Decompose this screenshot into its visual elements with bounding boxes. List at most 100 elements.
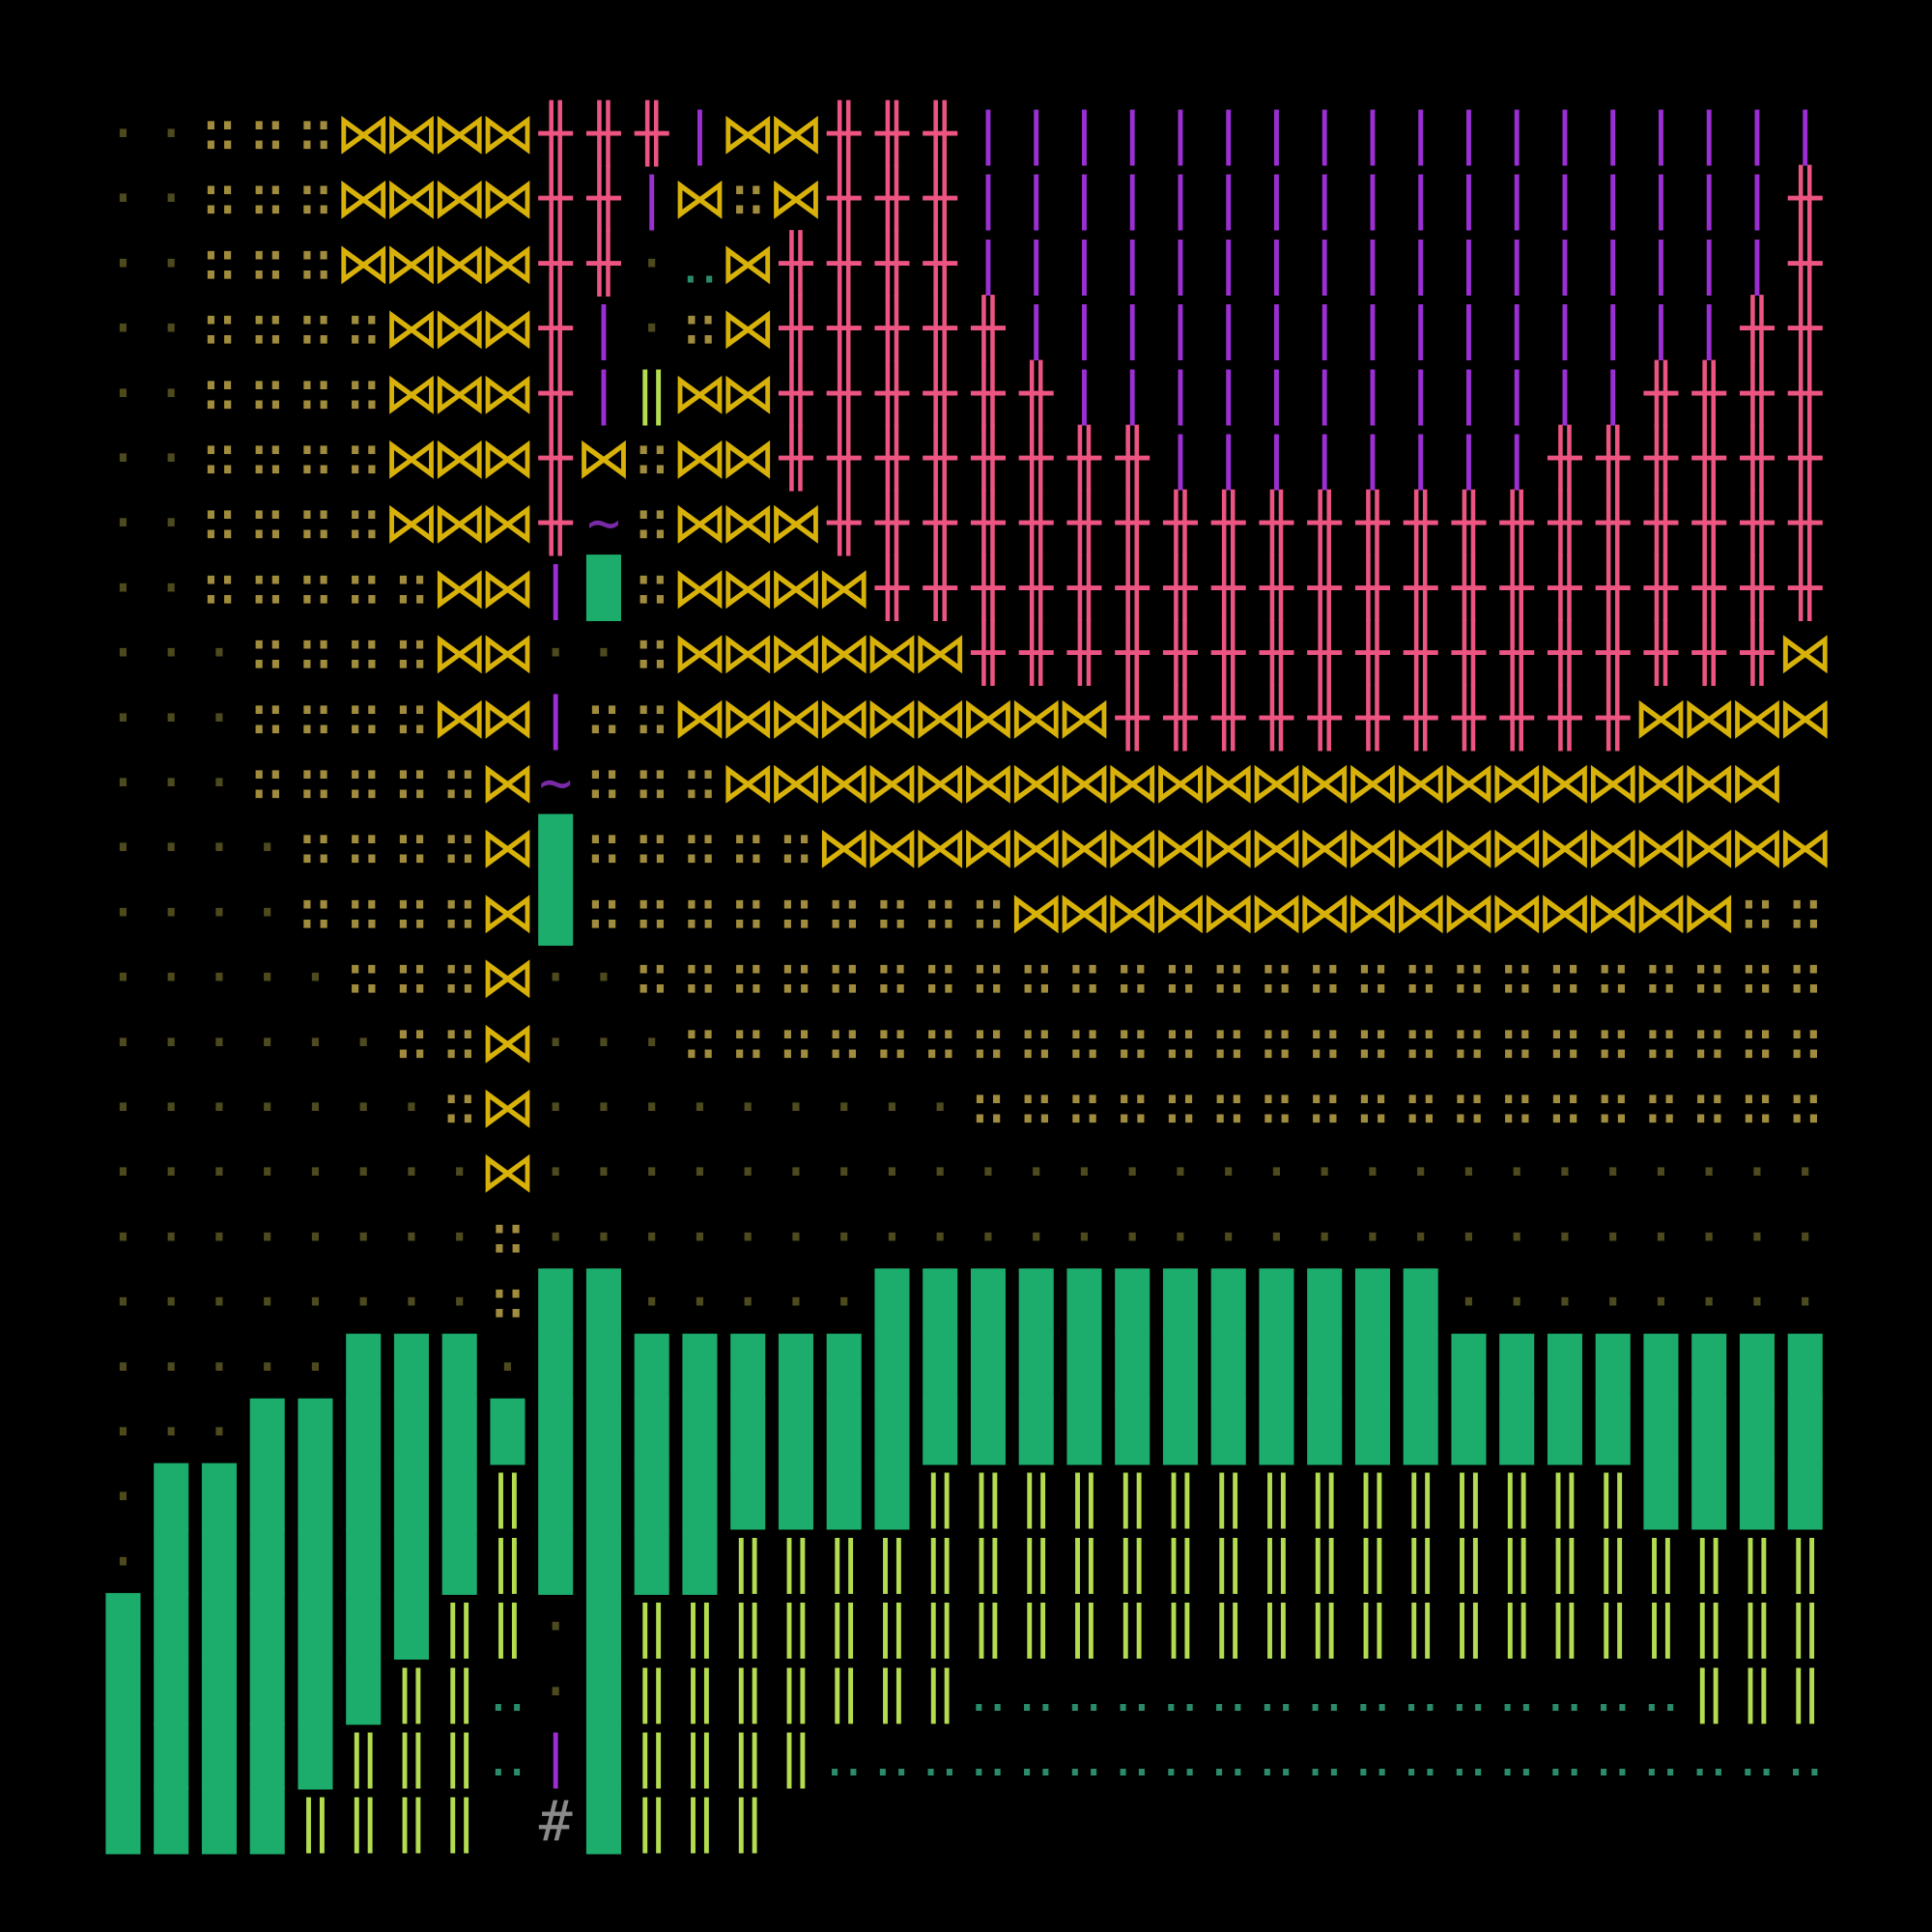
map-cell: ∷ bbox=[875, 1009, 909, 1075]
map-cell: ⋈ bbox=[432, 554, 488, 620]
map-cell: · bbox=[106, 1334, 140, 1400]
map-cell: · bbox=[250, 1074, 284, 1140]
map-cell: █ bbox=[1210, 1398, 1246, 1465]
map-cell: ∷ bbox=[1404, 1009, 1437, 1075]
map-cell: ‖ bbox=[395, 1788, 429, 1854]
map-cell: ⋈ bbox=[865, 814, 921, 880]
map-cell: ⋈ bbox=[1681, 879, 1737, 945]
map-cell: ‖ bbox=[635, 360, 668, 426]
map-cell: · bbox=[780, 1139, 813, 1205]
map-cell: · bbox=[539, 1009, 573, 1075]
map-cell: | bbox=[1164, 425, 1198, 491]
map-cell: · bbox=[1788, 1269, 1822, 1335]
map-cell: ‖ bbox=[780, 1659, 813, 1724]
map-cell: ╫ bbox=[1787, 554, 1823, 621]
map-cell: ~ bbox=[539, 750, 573, 815]
map-cell: ⋈ bbox=[816, 750, 872, 815]
map-cell: ⋈ bbox=[480, 814, 536, 880]
map-cell: ╫ bbox=[1307, 554, 1343, 621]
map-cell: █ bbox=[1787, 1463, 1823, 1530]
map-cell: ╫ bbox=[1066, 489, 1102, 556]
map-cell: ‥ bbox=[1642, 1723, 1680, 1789]
map-cell: ╫ bbox=[1259, 619, 1294, 687]
map-cell: ∷ bbox=[1260, 1009, 1293, 1075]
map-cell: · bbox=[1692, 1204, 1726, 1269]
map-cell: █ bbox=[586, 1268, 622, 1336]
map-cell: █ bbox=[394, 1398, 430, 1465]
map-cell: ∷ bbox=[491, 1204, 525, 1269]
map-cell: ∷ bbox=[923, 879, 957, 945]
map-cell: ╫ bbox=[538, 424, 574, 492]
map-cell: · bbox=[155, 620, 188, 686]
map-cell: ⋈ bbox=[480, 296, 536, 361]
map-cell: █ bbox=[249, 1463, 285, 1530]
map-cell: | bbox=[1404, 360, 1437, 426]
map-cell: █ bbox=[202, 1593, 238, 1661]
map-cell: ‖ bbox=[1500, 1528, 1534, 1594]
map-cell: # bbox=[539, 1788, 573, 1854]
map-cell: · bbox=[155, 1399, 188, 1464]
map-cell: ∷ bbox=[731, 814, 765, 880]
map-cell: ⋈ bbox=[720, 100, 776, 166]
map-cell: ‥ bbox=[970, 1659, 1008, 1724]
map-cell: ∷ bbox=[1500, 1074, 1534, 1140]
map-cell: █ bbox=[202, 1463, 238, 1530]
map-cell: · bbox=[731, 1139, 765, 1205]
map-cell: ‖ bbox=[1692, 1659, 1726, 1724]
map-cell: ∷ bbox=[1788, 1074, 1822, 1140]
map-cell: | bbox=[539, 554, 573, 620]
map-cell: █ bbox=[538, 1333, 574, 1401]
map-cell: █ bbox=[1643, 1398, 1679, 1465]
map-cell: ‖ bbox=[1019, 1528, 1053, 1594]
map-cell: ╫ bbox=[1259, 554, 1294, 621]
map-cell: | bbox=[1500, 296, 1534, 361]
map-cell: ∷ bbox=[731, 165, 765, 231]
map-cell: ∷ bbox=[347, 554, 381, 620]
map-cell: ∷ bbox=[1741, 879, 1775, 945]
map-cell: ╫ bbox=[1018, 424, 1054, 492]
map-cell: █ bbox=[202, 1722, 238, 1790]
map-cell: ╫ bbox=[971, 424, 1007, 492]
map-cell: █ bbox=[346, 1398, 382, 1465]
map-cell: · bbox=[539, 1074, 573, 1140]
map-cell: ‖ bbox=[780, 1528, 813, 1594]
map-cell: █ bbox=[346, 1527, 382, 1595]
map-cell: ‖ bbox=[731, 1723, 765, 1789]
map-cell: · bbox=[106, 945, 140, 1010]
map-row: · · · · · · · · ∷ · · · · · · · · · · · · · · · · · · · · · · · · · · · bbox=[106, 1204, 1822, 1269]
map-cell: █ bbox=[441, 1333, 477, 1401]
map-cell: · bbox=[539, 620, 573, 686]
map-cell: █ bbox=[441, 1527, 477, 1595]
map-cell: █ bbox=[105, 1722, 141, 1790]
map-cell: █ bbox=[682, 1463, 718, 1530]
map-cell: ∷ bbox=[635, 554, 668, 620]
map-cell: ∷ bbox=[1164, 945, 1198, 1010]
map-cell: ‖ bbox=[395, 1659, 429, 1724]
map-cell: · bbox=[106, 1463, 140, 1529]
map-cell: ╫ bbox=[1691, 554, 1727, 621]
map-cell: ∷ bbox=[347, 296, 381, 361]
map-cell: ∷ bbox=[395, 1009, 429, 1075]
map-cell: ╫ bbox=[586, 229, 622, 297]
map-cell: ‖ bbox=[1116, 1594, 1150, 1660]
map-cell: · bbox=[250, 1009, 284, 1075]
map-cell: ∷ bbox=[442, 879, 476, 945]
map-cell: | bbox=[1548, 100, 1582, 166]
map-cell: ∷ bbox=[780, 1009, 813, 1075]
map-cell: ╫ bbox=[1115, 424, 1151, 492]
map-cell: █ bbox=[971, 1268, 1007, 1336]
map-cell: ‖ bbox=[1596, 1594, 1630, 1660]
map-cell: · bbox=[347, 1074, 381, 1140]
map-cell: ‖ bbox=[875, 1659, 909, 1724]
map-row: · · ∷ ∷ ∷⋈⋈⋈⋈╫ ╫ |⋈∷⋈╫ ╫ ╫ | | | | | | | | | | | | | | | | | ╫ bbox=[106, 164, 1823, 232]
map-cell: ╫ bbox=[1355, 489, 1391, 556]
map-cell: ╫ bbox=[1643, 554, 1679, 621]
map-cell: ‖ bbox=[491, 1594, 525, 1660]
map-cell: · bbox=[1308, 1204, 1342, 1269]
map-cell: ∷ bbox=[298, 879, 332, 945]
map-cell: █ bbox=[154, 1658, 189, 1725]
map-cell: ∷ bbox=[1644, 1009, 1678, 1075]
map-cell: · bbox=[155, 165, 188, 231]
map-cell: ∷ bbox=[1692, 1009, 1726, 1075]
map-cell: ‖ bbox=[1019, 1594, 1053, 1660]
